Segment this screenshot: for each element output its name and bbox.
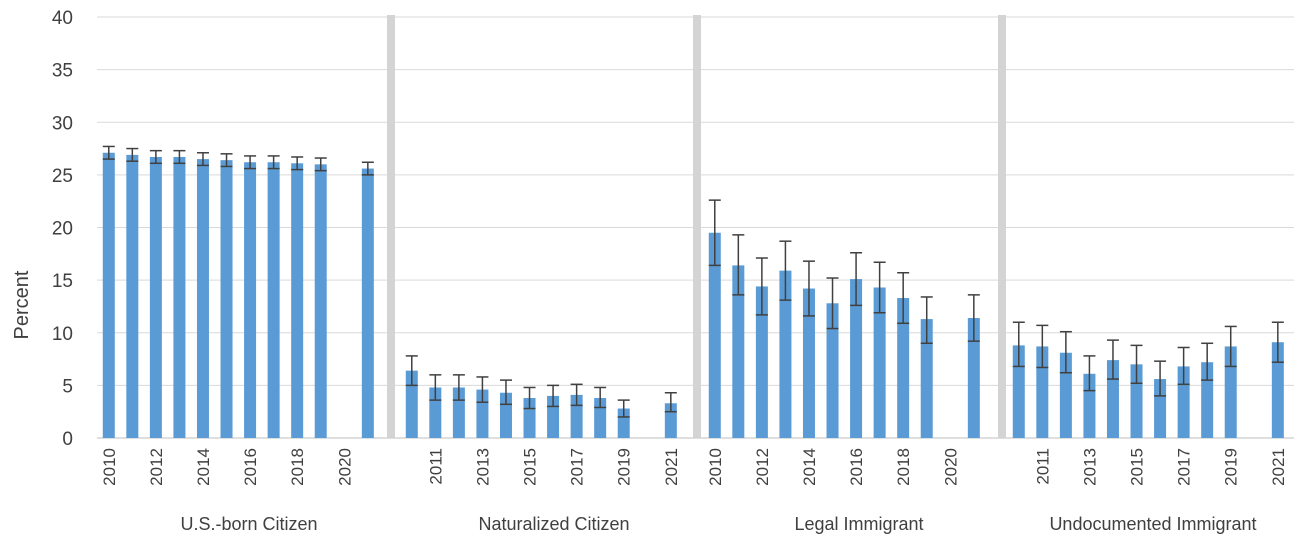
y-axis-label: Percent [11, 270, 33, 339]
x-tick-label: 2010 [100, 448, 119, 486]
y-tick-label: 35 [52, 61, 73, 82]
y-tick-label: 30 [52, 113, 73, 134]
x-tick-label: 2017 [568, 448, 587, 486]
x-tick-label: 2021 [662, 448, 681, 486]
x-tick-label: 2011 [426, 448, 445, 485]
x-tick-label: 2010 [706, 448, 725, 486]
bar [197, 159, 209, 438]
y-tick-label: 0 [62, 429, 73, 450]
x-tick-label: 2021 [1269, 448, 1288, 486]
group-separator [387, 15, 395, 438]
group-label: U.S.-born Citizen [180, 514, 317, 534]
x-tick-label: 2011 [1033, 448, 1052, 485]
x-axis-ticks: 2010 2012 2014 2016 2018 2020 2011 2013 2015 2017… [100, 448, 1288, 486]
x-tick-label: 2015 [521, 448, 540, 486]
bar [244, 162, 256, 438]
y-tick-label: 25 [52, 166, 73, 187]
bar [126, 155, 138, 438]
y-tick-label: 20 [52, 219, 73, 240]
x-tick-label: 2012 [753, 448, 772, 486]
bar [150, 157, 162, 438]
x-tick-label: 2012 [147, 448, 166, 486]
bar [362, 169, 374, 438]
x-tick-label: 2020 [941, 448, 960, 486]
bar [173, 157, 185, 438]
bar [221, 160, 233, 438]
x-tick-label: 2018 [288, 448, 307, 486]
group-label: Undocumented Immigrant [1049, 514, 1256, 534]
group-separators [387, 15, 1006, 438]
x-tick-label: 2018 [894, 448, 913, 486]
bar [291, 163, 303, 438]
x-tick-label: 2015 [1128, 448, 1147, 486]
x-tick-label: 2016 [847, 448, 866, 486]
group-labels: U.S.-born Citizen Naturalized Citizen Lega… [180, 514, 1256, 534]
group-separator [693, 15, 701, 438]
x-tick-label: 2013 [1080, 448, 1099, 486]
bar [103, 153, 115, 438]
y-tick-label: 15 [52, 271, 73, 292]
bar [268, 162, 280, 438]
x-tick-label: 2019 [1222, 448, 1241, 486]
group-label: Naturalized Citizen [478, 514, 629, 534]
x-tick-label: 2016 [241, 448, 260, 486]
group-separator [998, 15, 1006, 438]
x-tick-label: 2019 [615, 448, 634, 486]
x-tick-label: 2020 [335, 448, 354, 486]
bar [315, 164, 327, 438]
x-tick-label: 2017 [1175, 448, 1194, 486]
x-tick-label: 2014 [800, 448, 819, 486]
y-tick-label: 10 [52, 324, 73, 345]
y-tick-label: 5 [62, 376, 73, 397]
x-tick-label: 2014 [194, 448, 213, 486]
y-tick-label: 40 [52, 8, 73, 29]
group-label: Legal Immigrant [794, 514, 923, 534]
y-axis-ticks: 0 5 10 15 20 25 30 35 40 [52, 8, 73, 450]
x-tick-label: 2013 [473, 448, 492, 486]
